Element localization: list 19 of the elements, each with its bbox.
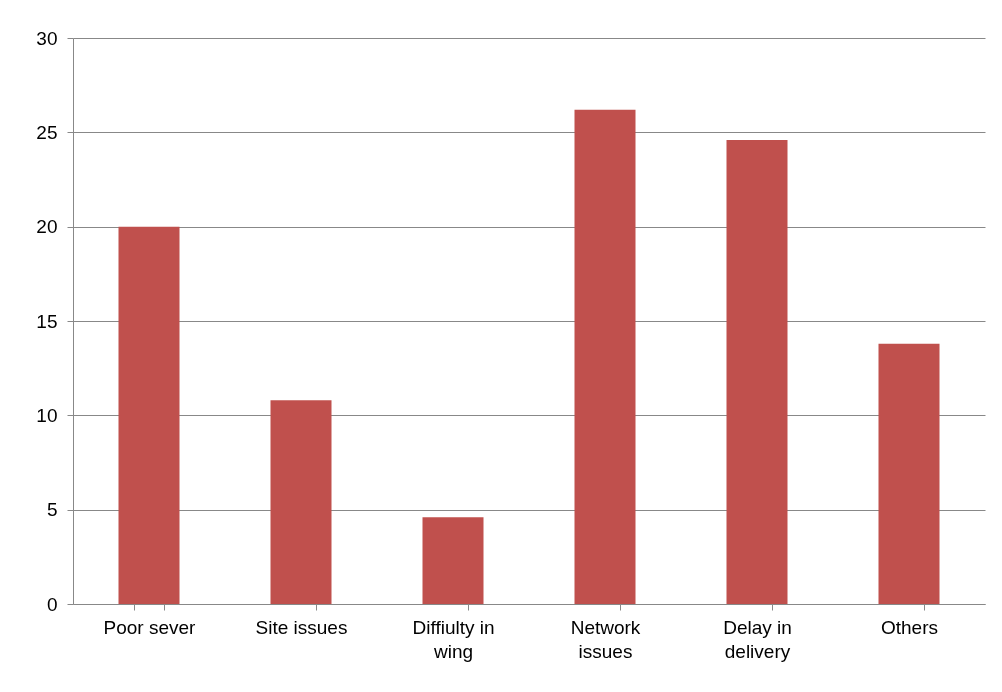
- bar: [422, 517, 484, 604]
- x-tick-label: Diffiulty in wing: [412, 616, 495, 662]
- y-tick-label: 10: [36, 404, 58, 426]
- x-tick-label: Poor sever: [103, 616, 197, 638]
- x-tick-label: Delay in delivery: [723, 616, 792, 662]
- y-tick-label: 25: [36, 121, 58, 143]
- y-tick-label: 30: [36, 27, 58, 49]
- x-tick-label: Site issues: [255, 616, 348, 638]
- y-tick-label: 0: [46, 593, 58, 615]
- bar: [878, 343, 940, 604]
- y-tick-label: 5: [46, 499, 58, 521]
- x-tick-label: Others: [880, 616, 939, 638]
- bar: [726, 139, 788, 604]
- bar: [270, 400, 332, 604]
- bar: [118, 226, 180, 604]
- x-tick-label: Network issues: [570, 616, 641, 662]
- y-tick-label: 15: [36, 310, 58, 332]
- bar: [574, 109, 636, 604]
- y-tick-label: 20: [36, 216, 58, 238]
